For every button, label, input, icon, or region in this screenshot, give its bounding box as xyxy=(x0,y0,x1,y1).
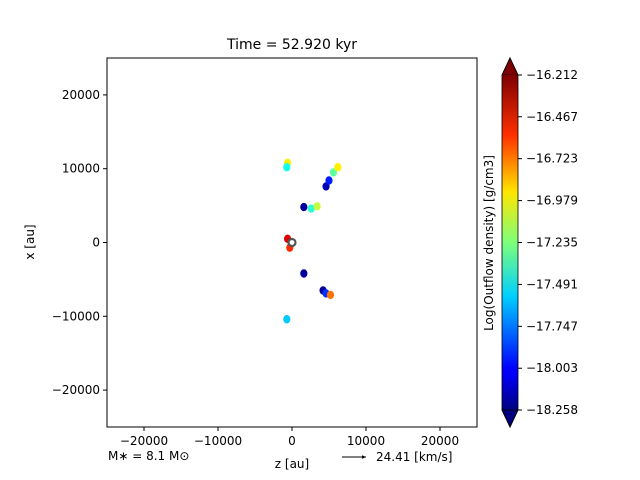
colorbar-tick-label: −16.467 xyxy=(526,110,578,124)
density-blob xyxy=(300,202,308,212)
x-tick-label: −10000 xyxy=(194,434,242,448)
colorbar-extend-bottom xyxy=(501,409,519,428)
colorbar-tick-label: −16.212 xyxy=(526,68,578,82)
x-axis-label: z [au] xyxy=(275,457,309,471)
colorbar-tick-label: −17.235 xyxy=(526,236,578,250)
y-tick-label: 0 xyxy=(92,236,100,250)
colorbar-gradient xyxy=(502,75,518,410)
density-blobs xyxy=(283,158,342,324)
x-tick-label: 10000 xyxy=(347,434,385,448)
colorbar-tick-label: −16.979 xyxy=(526,194,578,208)
colorbar-ticks: −16.212 −16.467 −16.723 −16.979 −17.235 −17.4… xyxy=(518,68,578,417)
colorbar-tick-label: −18.258 xyxy=(526,403,578,417)
colorbar-tick-label: −16.723 xyxy=(526,152,578,166)
density-blob xyxy=(334,163,342,172)
density-blob xyxy=(300,269,308,278)
density-blob xyxy=(329,168,338,177)
colorbar: −16.212 −16.467 −16.723 −16.979 −17.235 −17.4… xyxy=(482,57,578,428)
density-blob xyxy=(283,163,291,172)
y-tick-label: −10000 xyxy=(52,309,100,323)
y-tick-label: 10000 xyxy=(62,162,100,176)
y-axis-label: x [au] xyxy=(23,224,37,259)
colorbar-tick-label: −18.003 xyxy=(526,361,578,375)
chart-title: Time = 52.920 kyr xyxy=(226,37,357,53)
density-blob xyxy=(325,176,333,185)
colorbar-tick-label: −17.491 xyxy=(526,277,578,291)
density-blob xyxy=(326,290,335,300)
colorbar-tick-label: −17.747 xyxy=(526,319,578,333)
x-axis-ticks: −20000 −10000 0 10000 20000 xyxy=(120,427,459,448)
y-axis-ticks: −20000 −10000 0 10000 20000 xyxy=(52,88,107,397)
stellar-mass-label: M∗ = 8.1 M⊙ xyxy=(108,449,189,463)
x-tick-label: 0 xyxy=(288,434,296,448)
colorbar-label: Log(Outflow density) [g/cm3] xyxy=(482,155,496,331)
density-blob xyxy=(307,204,315,213)
velocity-scale-label: 24.41 [km/s] xyxy=(376,450,452,464)
density-blob xyxy=(283,315,291,324)
y-tick-label: −20000 xyxy=(52,383,100,397)
y-tick-label: 20000 xyxy=(62,88,100,102)
sink-particle-circle xyxy=(287,237,297,248)
velocity-scale-arrow xyxy=(342,455,366,459)
density-blob xyxy=(313,202,321,211)
plot-area xyxy=(106,57,478,428)
colorbar-extend-top xyxy=(501,57,519,76)
x-tick-label: 20000 xyxy=(421,434,459,448)
sink-particle-marker xyxy=(287,237,297,248)
x-tick-label: −20000 xyxy=(120,434,168,448)
